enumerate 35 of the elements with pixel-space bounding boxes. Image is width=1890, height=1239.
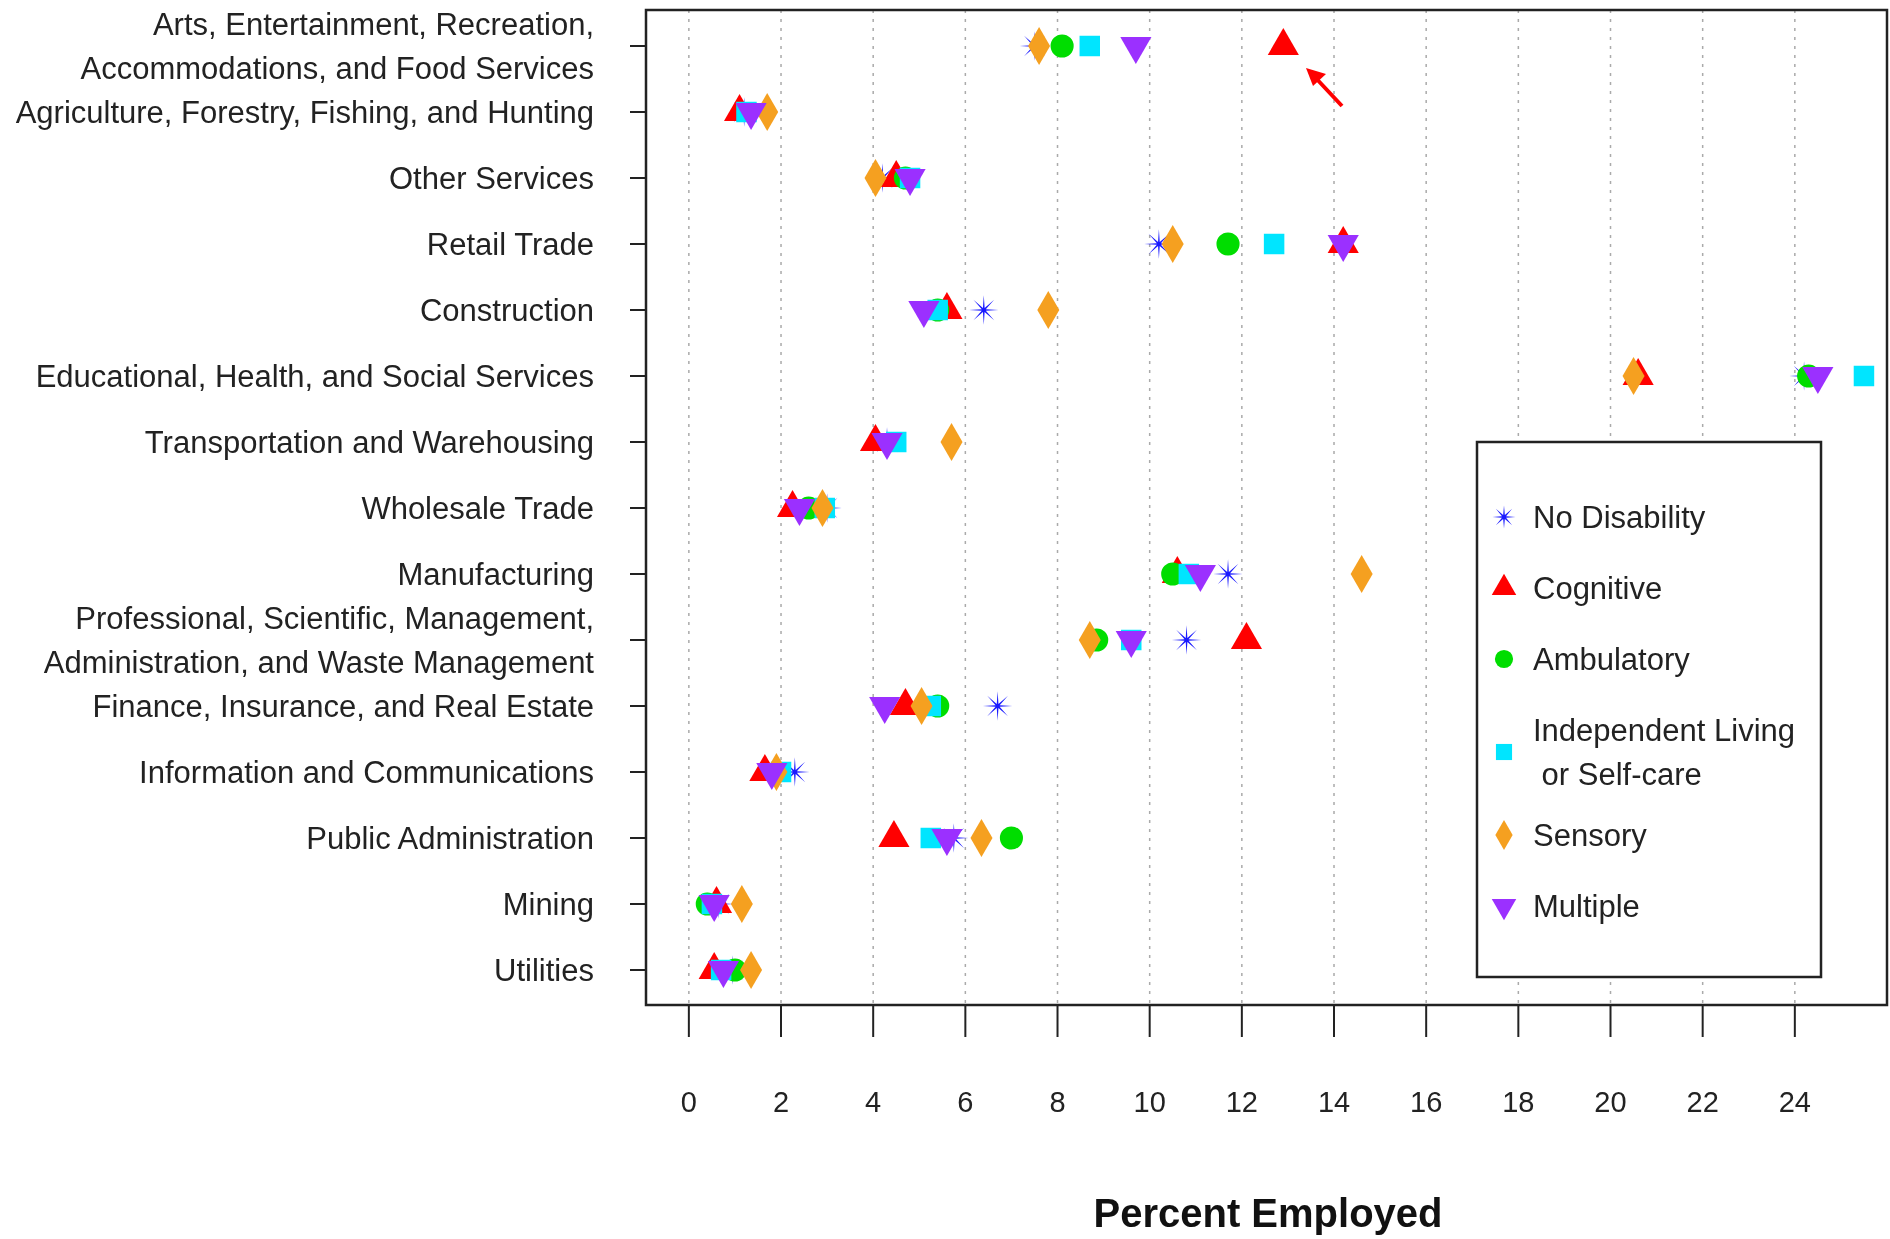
y-tick-label: Construction xyxy=(419,292,594,328)
y-tick-label: Retail Trade xyxy=(426,226,594,262)
y-tick-label: Professional, Scientific, Management, Administration, and Waste Management xyxy=(43,600,595,680)
y-tick-label: Educational, Health, and Social Services xyxy=(35,358,594,394)
y-tick-label: Manufacturing xyxy=(397,556,594,592)
y-tick-label: Finance, Insurance, and Real Estate xyxy=(92,688,594,724)
legend-label: Cognitive xyxy=(1533,570,1663,606)
y-tick-label: Arts, Entertainment, Recreation, Accommodations, and Food Services xyxy=(80,6,594,86)
y-tick-label: Utilities xyxy=(494,952,594,988)
x-tick-label: 20 xyxy=(1594,1086,1627,1118)
y-tick-label: Mining xyxy=(502,886,594,922)
y-tick-label: Agriculture, Forestry, Fishing, and Hunting xyxy=(15,94,594,130)
x-tick-label: 6 xyxy=(957,1086,974,1118)
x-tick-label: 0 xyxy=(680,1086,697,1118)
legend-label: Multiple xyxy=(1533,888,1640,924)
x-axis-title: Percent Employed xyxy=(1093,1191,1443,1235)
x-tick-label: 4 xyxy=(865,1086,882,1118)
legend-label: Independent Living or Self-care xyxy=(1533,712,1796,792)
x-tick-label: 18 xyxy=(1502,1086,1535,1118)
x-tick-label: 10 xyxy=(1133,1086,1166,1118)
y-tick-label: Public Administration xyxy=(306,820,594,856)
x-tick-label: 12 xyxy=(1225,1086,1258,1118)
y-tick-label: Transportation and Warehousing xyxy=(144,424,594,460)
x-tick-label: 14 xyxy=(1317,1086,1351,1118)
y-tick-label: Other Services xyxy=(388,160,594,196)
x-tick-label: 22 xyxy=(1686,1086,1719,1118)
x-tick-label: 8 xyxy=(1049,1086,1066,1118)
y-tick-label: Wholesale Trade xyxy=(361,490,594,526)
legend-label: No Disability xyxy=(1533,499,1706,535)
x-tick-label: 2 xyxy=(772,1086,790,1118)
legend-label: Ambulatory xyxy=(1533,641,1691,677)
legend-label: Sensory xyxy=(1533,817,1648,853)
x-tick-label: 16 xyxy=(1410,1086,1443,1118)
x-tick-label: 24 xyxy=(1778,1086,1811,1118)
y-tick-label: Information and Communications xyxy=(139,754,594,790)
